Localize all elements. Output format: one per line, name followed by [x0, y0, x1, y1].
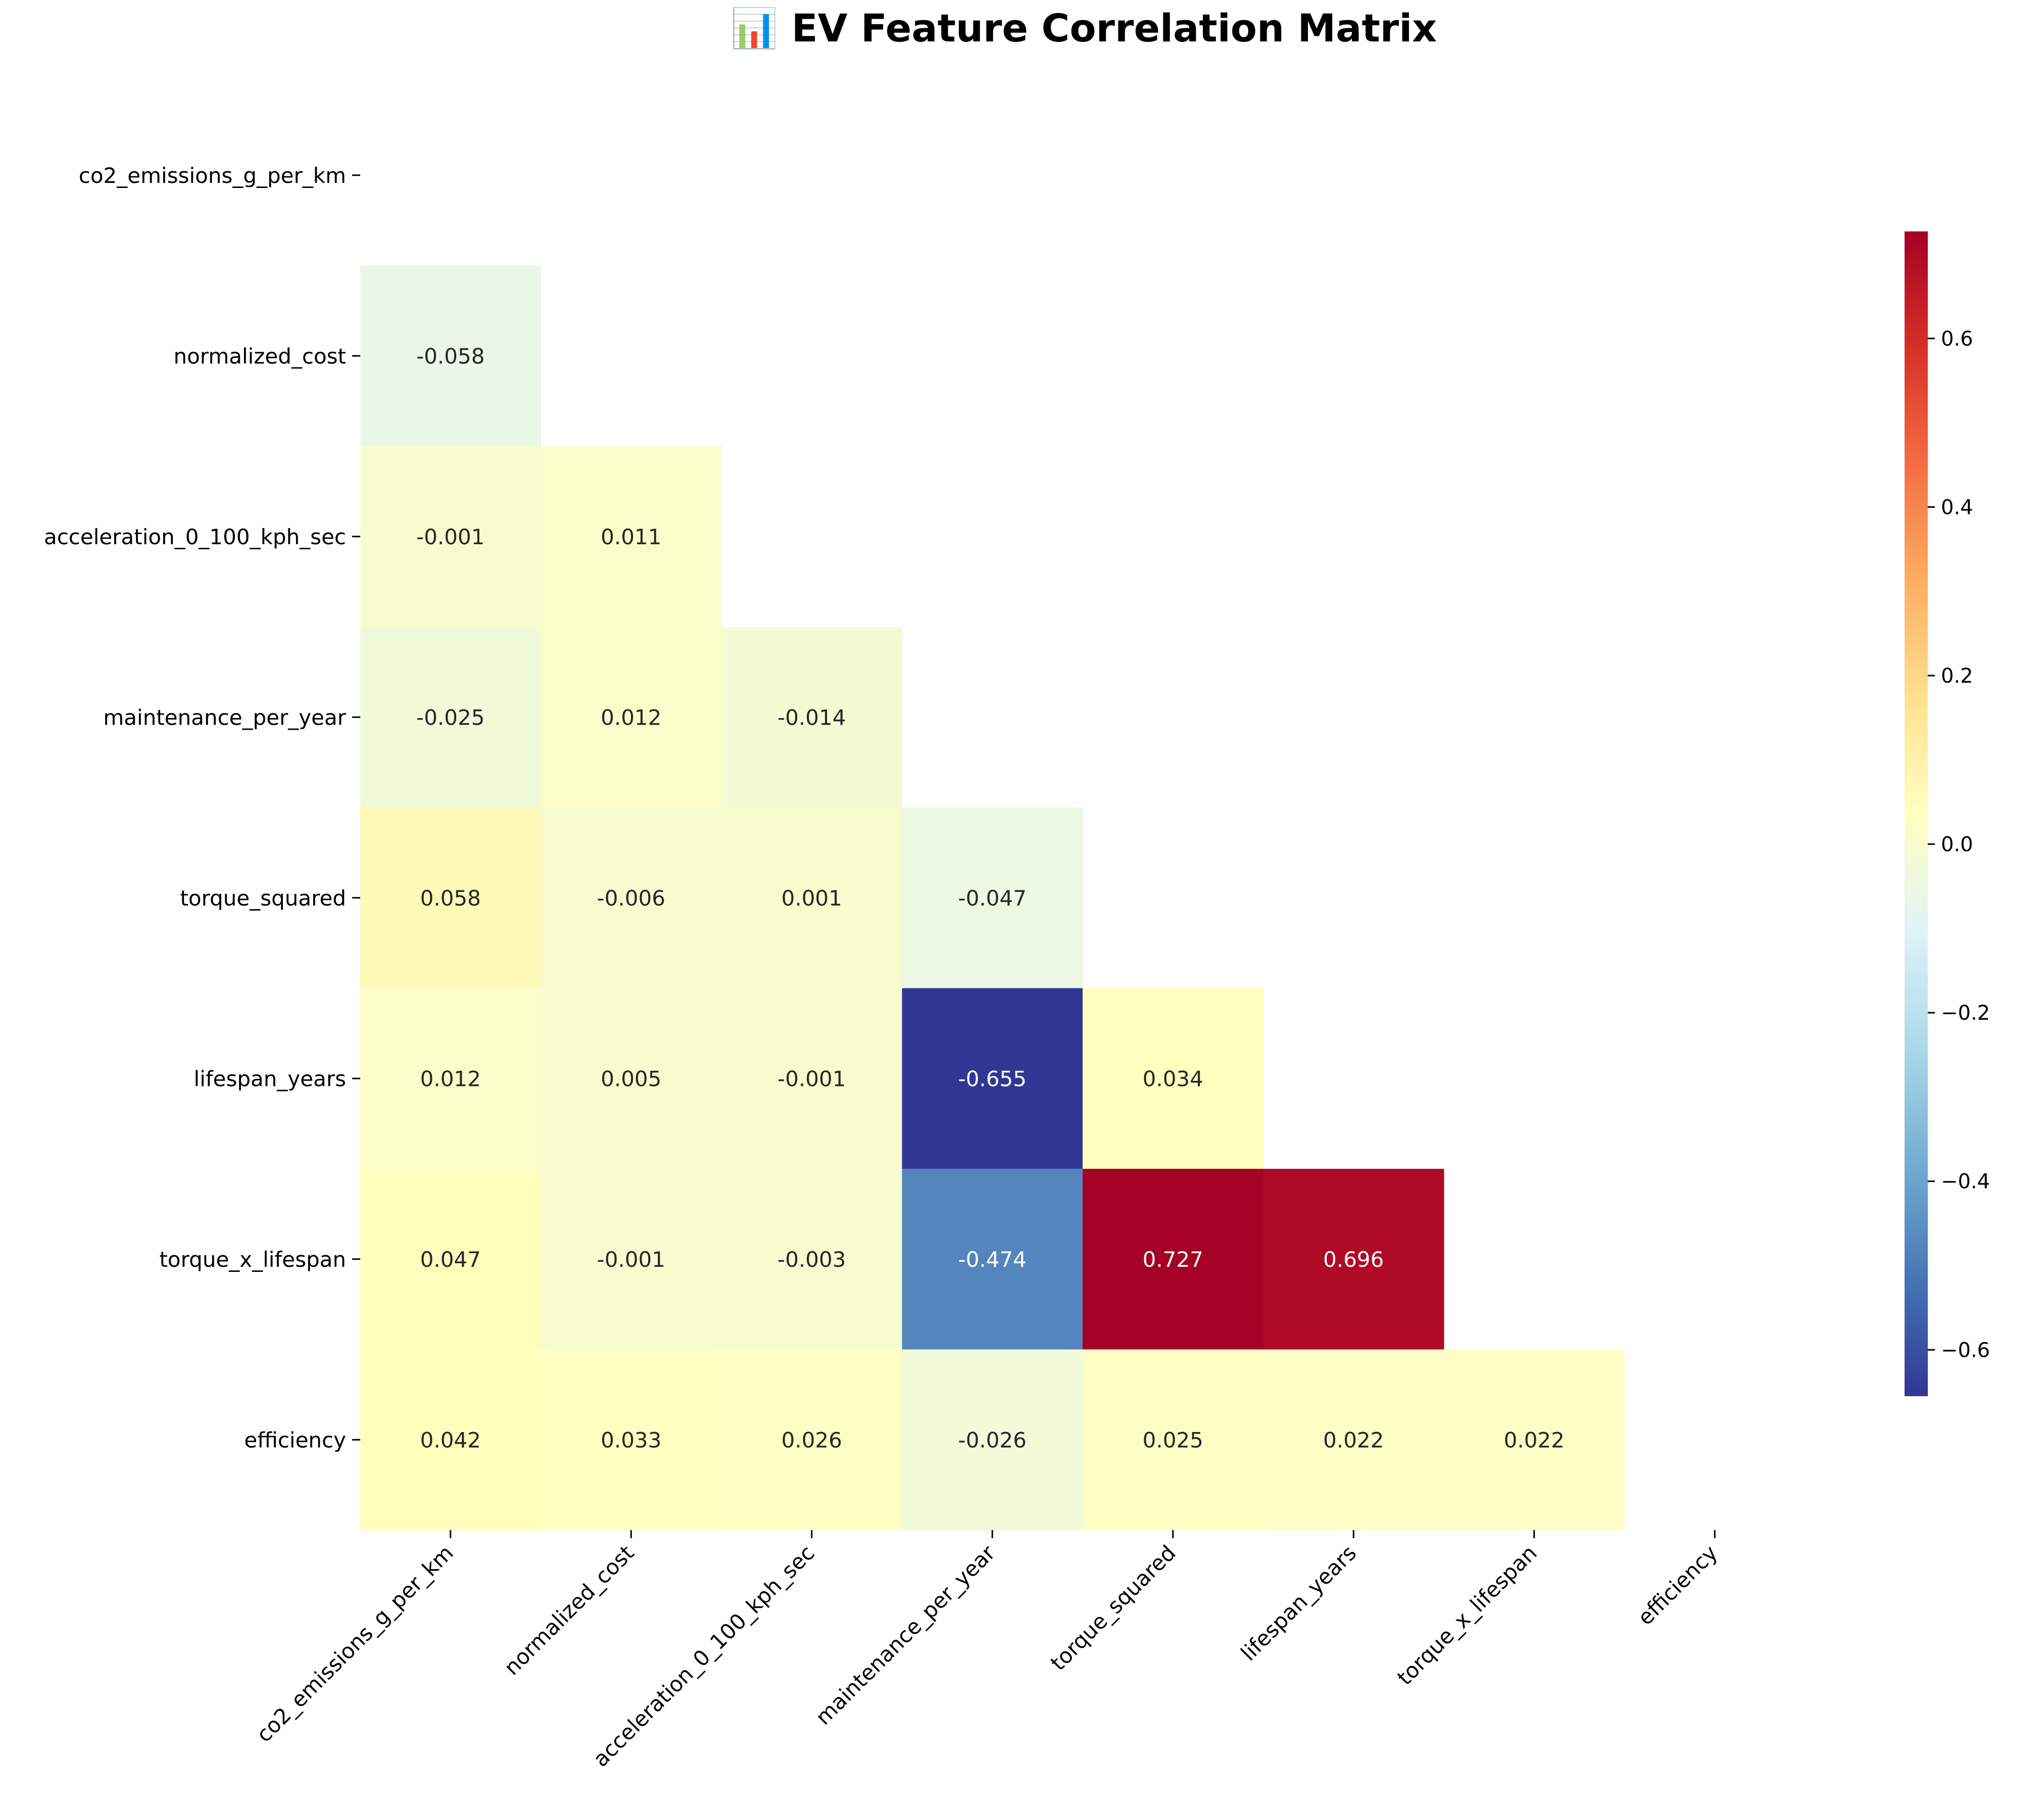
- cell-annotation-7-6: 0.022: [1504, 1428, 1565, 1452]
- heatmap-cell-7-6: [1444, 1349, 1625, 1531]
- cell-annotation-7-4: 0.025: [1143, 1428, 1203, 1452]
- heatmap-cell-7-5: [1263, 1349, 1444, 1531]
- y-tick-label-6: torque_x_lifespan: [159, 1247, 346, 1272]
- cell-annotation-6-5: 0.696: [1323, 1247, 1384, 1272]
- colorbar: −0.6 −0.4 −0.2 0.0 0.2 0.4 0.6: [1905, 231, 1990, 1396]
- cell-annotation-3-0: -0.025: [416, 705, 484, 730]
- colorbar-tick-label-0: −0.6: [1941, 1339, 1990, 1362]
- cell-annotation-6-3: -0.474: [958, 1247, 1027, 1272]
- x-tick-label-3: maintenance_per_year: [811, 1540, 1000, 1730]
- cell-annotation-6-0: 0.047: [420, 1247, 481, 1272]
- heatmap-cell-5-0: [360, 988, 542, 1169]
- heatmap-cell-2-1: [541, 446, 722, 628]
- x-tick-label-0: co2_emissions_g_per_km: [252, 1540, 458, 1747]
- heatmap-cell-6-2: [721, 1169, 903, 1350]
- cell-annotation-7-5: 0.022: [1323, 1428, 1384, 1452]
- cell-annotation-4-3: -0.047: [958, 886, 1027, 911]
- cell-annotation-7-1: 0.033: [601, 1428, 661, 1452]
- cell-annotation-4-2: 0.001: [782, 886, 842, 911]
- heatmap-cell-3-2: [721, 627, 903, 808]
- y-tick-label-1: normalized_cost: [173, 344, 346, 368]
- heatmap-cell-6-4: [1083, 1169, 1264, 1350]
- chart-title: 📊 EV Feature Correlation Matrix: [731, 6, 1437, 51]
- heatmap-cell-6-5: [1263, 1169, 1444, 1350]
- heatmap-cell-6-1: [541, 1169, 722, 1350]
- cell-annotation-2-0: -0.001: [416, 525, 484, 549]
- heatmap-cell-4-0: [360, 807, 542, 989]
- heatmap-cell-1-0: [360, 265, 542, 447]
- colorbar-gradient: [1905, 231, 1928, 1396]
- x-tick-label-7: efficiency: [1633, 1540, 1722, 1630]
- heatmap-cell-5-3: [902, 988, 1083, 1169]
- colorbar-tick-label-5: 0.4: [1941, 496, 1973, 519]
- y-tick-label-5: lifespan_years: [194, 1066, 346, 1091]
- cell-annotation-2-1: 0.011: [601, 525, 661, 549]
- x-tick-label-2: acceleration_0_100_kph_sec: [588, 1540, 819, 1772]
- cell-annotation-5-1: 0.005: [601, 1066, 661, 1091]
- heatmap-cell-7-2: [721, 1349, 903, 1531]
- cell-annotation-7-2: 0.026: [782, 1428, 842, 1452]
- y-tick-label-3: maintenance_per_year: [103, 705, 346, 730]
- colorbar-tick-label-6: 0.6: [1941, 327, 1973, 351]
- cell-annotation-3-2: -0.014: [777, 705, 846, 730]
- heatmap-cell-6-3: [902, 1169, 1083, 1350]
- cell-annotation-7-3: -0.026: [958, 1428, 1027, 1452]
- heatmap-cell-4-1: [541, 807, 722, 989]
- heatmap-cell-2-0: [360, 446, 542, 628]
- x-axis: co2_emissions_g_per_km normalized_costacc…: [252, 1530, 1722, 1772]
- cell-annotation-5-0: 0.012: [420, 1066, 481, 1091]
- cell-annotation-4-1: -0.006: [597, 886, 665, 911]
- heatmap-cells: [360, 265, 1625, 1531]
- x-tick-label-1: normalized_cost: [499, 1540, 639, 1680]
- y-tick-label-4: torque_squared: [180, 886, 346, 911]
- cell-annotation-5-2: -0.001: [777, 1066, 846, 1091]
- heatmap-cell-4-2: [721, 807, 903, 989]
- colorbar-tick-label-2: −0.2: [1941, 1002, 1990, 1025]
- heatmap-cell-4-3: [902, 807, 1083, 989]
- heatmap-cell-7-0: [360, 1349, 542, 1531]
- cell-annotation-6-4: 0.727: [1143, 1247, 1203, 1272]
- heatmap-cell-5-4: [1083, 988, 1264, 1169]
- colorbar-tick-label-3: 0.0: [1941, 833, 1973, 857]
- heatmap-cell-3-1: [541, 627, 722, 808]
- heatmap-cell-7-3: [902, 1349, 1083, 1531]
- cell-annotations: -0.058 -0.001 0.011 -0.025 0.012 -0.014 0.058 -…: [416, 344, 1565, 1452]
- colorbar-tick-label-4: 0.2: [1941, 664, 1973, 688]
- cell-annotation-6-1: -0.001: [597, 1247, 665, 1272]
- y-axis: co2_emissions_g_per_km normalized_costacc…: [44, 163, 360, 1452]
- cell-annotation-5-4: 0.034: [1143, 1066, 1203, 1091]
- y-tick-label-7: efficiency: [244, 1428, 346, 1452]
- heatmap-cell-5-2: [721, 988, 903, 1169]
- cell-annotation-7-0: 0.042: [420, 1428, 481, 1452]
- heatmap-cell-7-4: [1083, 1349, 1264, 1531]
- x-tick-label-5: lifespan_years: [1236, 1540, 1361, 1666]
- cell-annotation-1-0: -0.058: [416, 344, 484, 368]
- cell-annotation-3-1: 0.012: [601, 705, 661, 730]
- cell-annotation-6-2: -0.003: [777, 1247, 846, 1272]
- heatmap-cell-5-1: [541, 988, 722, 1169]
- colorbar-tick-label-1: −0.4: [1941, 1170, 1990, 1194]
- cell-annotation-5-3: -0.655: [958, 1066, 1027, 1091]
- y-tick-label-0: co2_emissions_g_per_km: [79, 163, 346, 188]
- x-tick-label-4: torque_squared: [1046, 1540, 1181, 1675]
- heatmap-cell-6-0: [360, 1169, 542, 1350]
- cell-annotation-4-0: 0.058: [420, 886, 481, 911]
- x-tick-label-6: torque_x_lifespan: [1392, 1540, 1542, 1690]
- heatmap-cell-7-1: [541, 1349, 722, 1531]
- heatmap-cell-3-0: [360, 627, 542, 808]
- y-tick-label-2: acceleration_0_100_kph_sec: [44, 525, 346, 549]
